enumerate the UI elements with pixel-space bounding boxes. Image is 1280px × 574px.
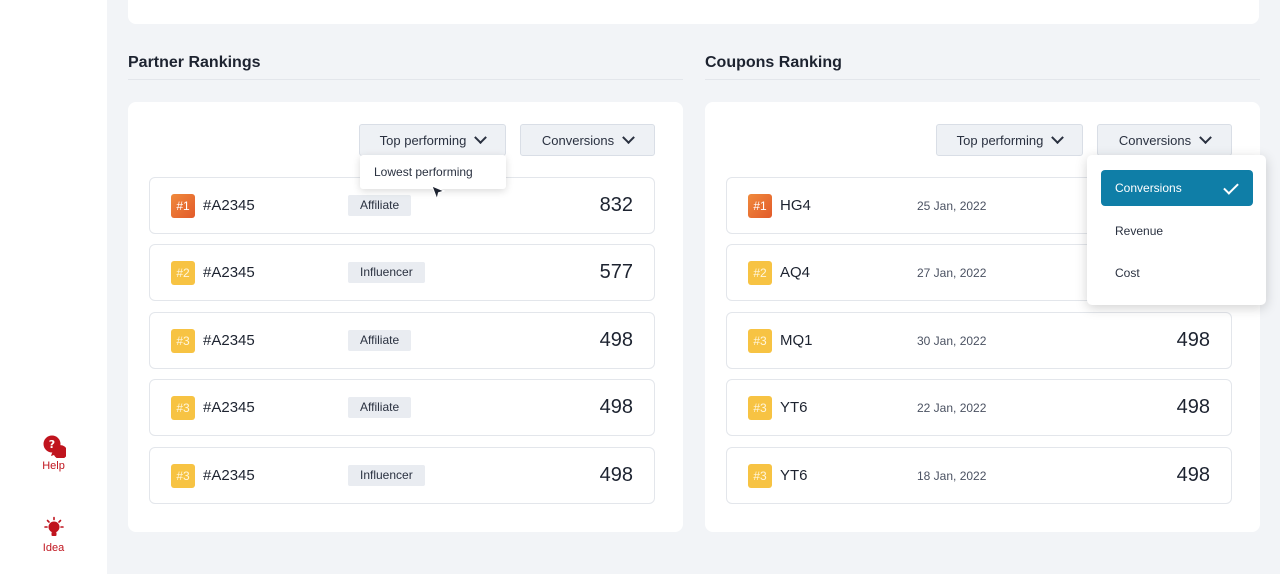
coupon-date: 25 Jan, 2022 (917, 199, 987, 213)
coupons-metric-dropdown[interactable]: Conversions (1097, 124, 1232, 156)
mouse-cursor-icon (431, 185, 446, 201)
menu-item-label: Conversions (1115, 181, 1182, 195)
partner-metric-dropdown[interactable]: Conversions (520, 124, 655, 156)
partner-filter-label: Top performing (379, 132, 467, 148)
sidebar-item-label: Idea (42, 542, 65, 554)
coupon-date: 27 Jan, 2022 (917, 266, 987, 280)
partner-value: 498 (599, 396, 633, 418)
partner-filter-menu: Lowest performing (360, 155, 506, 189)
bulb-icon (43, 516, 64, 536)
sidebar-item-label: Help (42, 460, 65, 472)
rank-badge: #2 (171, 261, 195, 285)
help-icon: ? (43, 435, 66, 458)
partner-name: #A2345 (203, 399, 255, 416)
menu-item-label: Cost (1115, 266, 1140, 280)
sidebar-item-idea[interactable]: Idea (0, 516, 107, 554)
top-card (128, 0, 1259, 24)
partner-rankings-title: Partner Rankings (128, 54, 261, 71)
partner-type-badge: Influencer (348, 262, 425, 283)
divider (705, 79, 1260, 80)
rank-badge: #3 (171, 396, 195, 420)
coupons-ranking-title: Coupons Ranking (705, 54, 842, 71)
rank-badge: #1 (171, 194, 195, 218)
rank-badge: #3 (748, 464, 772, 488)
table-row[interactable]: #3 YT6 18 Jan, 2022 498 (726, 447, 1232, 504)
check-icon (1223, 179, 1239, 195)
table-row[interactable]: #3 YT6 22 Jan, 2022 498 (726, 379, 1232, 436)
partner-name: #A2345 (203, 197, 255, 214)
partner-name: #A2345 (203, 264, 255, 281)
coupon-value: 498 (1176, 396, 1210, 418)
table-row[interactable]: #3 MQ1 30 Jan, 2022 498 (726, 312, 1232, 369)
svg-text:?: ? (48, 438, 54, 451)
partner-filter-dropdown[interactable]: Top performing (359, 124, 506, 156)
rank-badge: #2 (748, 261, 772, 285)
coupon-code: AQ4 (780, 264, 811, 281)
partner-value: 577 (599, 261, 633, 283)
rank-badge: #3 (748, 396, 772, 420)
coupons-metric-label: Conversions (1118, 132, 1192, 148)
table-row[interactable]: #2 #A2345 Influencer 577 (149, 244, 655, 301)
rank-badge: #3 (171, 329, 195, 353)
partner-type-badge: Affiliate (348, 397, 412, 418)
table-row[interactable]: #3 #A2345 Influencer 498 (149, 447, 655, 504)
partner-name: #A2345 (203, 467, 255, 484)
coupon-code: YT6 (780, 399, 808, 416)
partner-value: 498 (599, 329, 633, 351)
partner-type-badge: Affiliate (348, 195, 412, 216)
partner-metric-label: Conversions (541, 132, 615, 148)
chevron-down-icon (1199, 130, 1212, 144)
sidebar-item-help[interactable]: ? Help (0, 434, 107, 472)
partner-value: 498 (599, 464, 633, 486)
table-row[interactable]: #3 #A2345 Affiliate 498 (149, 379, 655, 436)
chevron-down-icon (474, 130, 488, 144)
divider (128, 79, 683, 80)
coupons-filter-label: Top performing (956, 132, 1044, 148)
partner-type-badge: Influencer (348, 465, 425, 486)
menu-item-conversions[interactable]: Conversions (1101, 170, 1253, 206)
partner-name: #A2345 (203, 332, 255, 349)
menu-item-cost[interactable]: Cost (1101, 255, 1253, 291)
partner-value: 832 (599, 194, 633, 216)
coupons-filter-dropdown[interactable]: Top performing (936, 124, 1083, 156)
chevron-down-icon (622, 130, 635, 144)
coupon-date: 18 Jan, 2022 (917, 469, 987, 483)
coupons-metric-menu: Conversions Revenue Cost (1087, 155, 1266, 305)
table-row[interactable]: #3 #A2345 Affiliate 498 (149, 312, 655, 369)
rank-badge: #3 (748, 329, 772, 353)
coupon-date: 30 Jan, 2022 (917, 334, 987, 348)
chevron-down-icon (1051, 130, 1065, 144)
coupon-code: MQ1 (780, 332, 813, 349)
coupon-value: 498 (1176, 464, 1210, 486)
coupon-value: 498 (1176, 329, 1210, 351)
partner-type-badge: Affiliate (348, 330, 412, 351)
coupon-code: HG4 (780, 197, 811, 214)
coupon-date: 22 Jan, 2022 (917, 401, 987, 415)
menu-item-label: Revenue (1115, 224, 1164, 238)
rank-badge: #1 (748, 194, 772, 218)
rank-badge: #3 (171, 464, 195, 488)
coupon-code: YT6 (780, 467, 808, 484)
menu-item-lowest-performing[interactable]: Lowest performing (374, 165, 473, 179)
menu-item-revenue[interactable]: Revenue (1101, 213, 1253, 249)
sidebar: ? Help Idea (0, 0, 107, 574)
